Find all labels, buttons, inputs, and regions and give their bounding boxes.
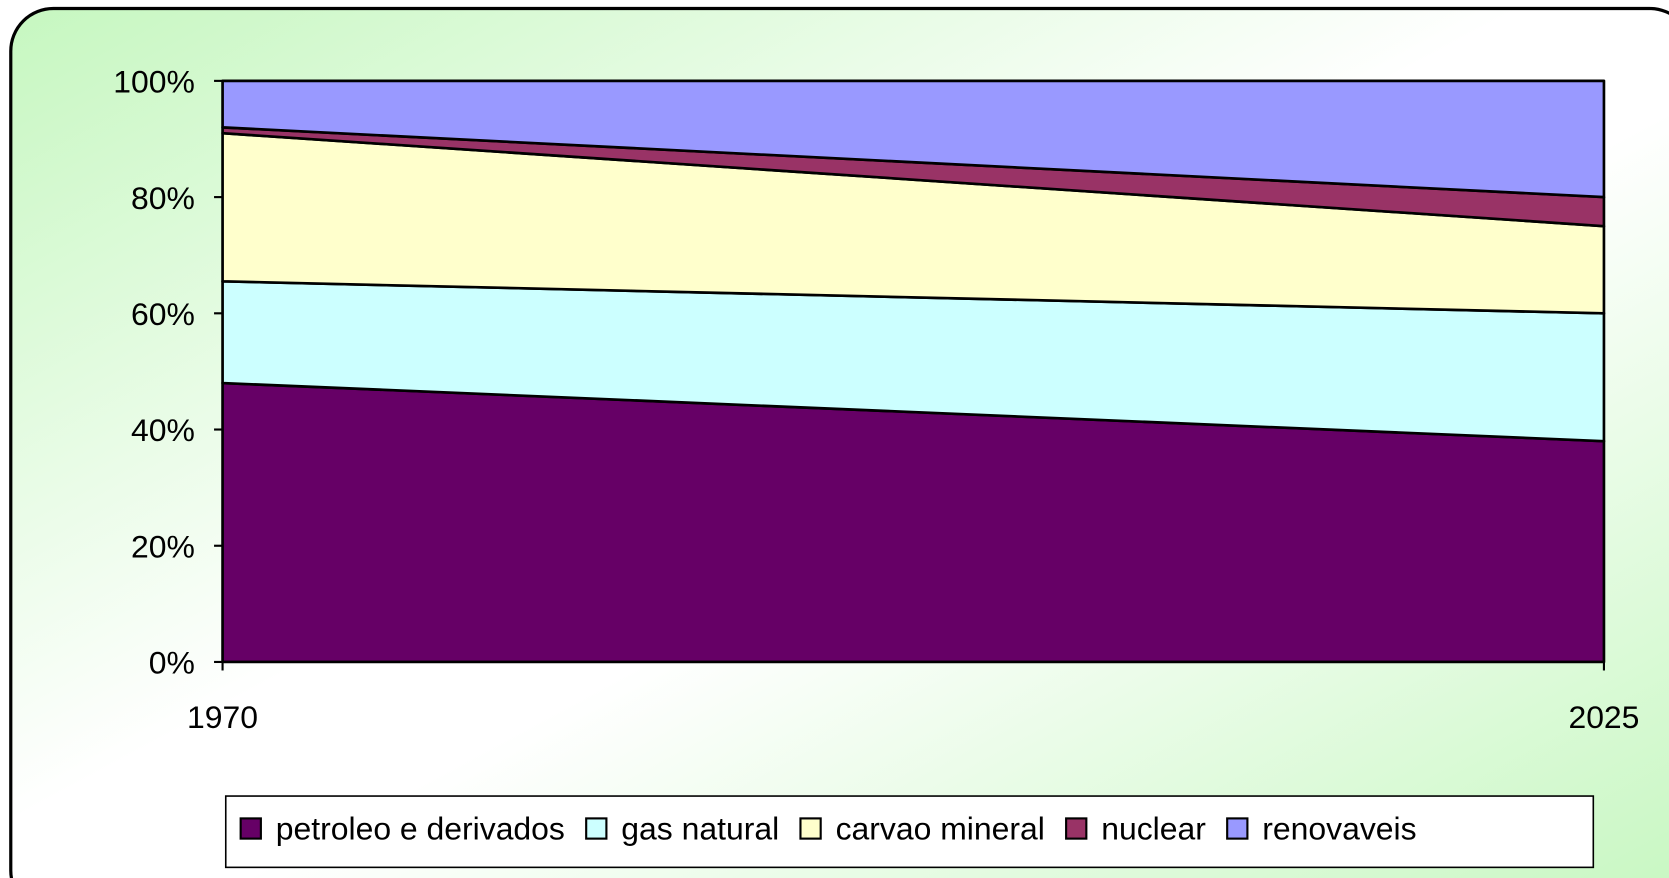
y-tick-label: 60% [131,296,195,332]
legend-swatch [585,817,608,840]
legend-label: renovaveis [1262,811,1416,847]
legend-label: nuclear [1101,811,1206,847]
legend-swatch [1065,817,1088,840]
legend-swatch [239,817,262,840]
y-tick-label: 20% [131,528,195,564]
y-tick-label: 0% [149,645,195,681]
legend-box [224,795,1595,869]
y-tick-label: 40% [131,412,195,448]
legend-swatch [799,817,822,840]
x-tick-label: 1970 [187,699,258,735]
legend-swatch [1226,817,1249,840]
plot-area: 0% 20% 40% 60% 80% 100% 1970 2025 [113,64,1639,735]
y-tick-label: 80% [131,180,195,216]
legend-label: gas natural [621,811,779,847]
legend-label: petroleo e derivados [276,811,565,847]
legend: petroleo e derivados gas natural carvao mi… [239,811,1417,847]
legend-label: carvao mineral [836,811,1045,847]
y-tick-label: 100% [113,64,195,100]
x-tick-label: 2025 [1568,699,1639,735]
